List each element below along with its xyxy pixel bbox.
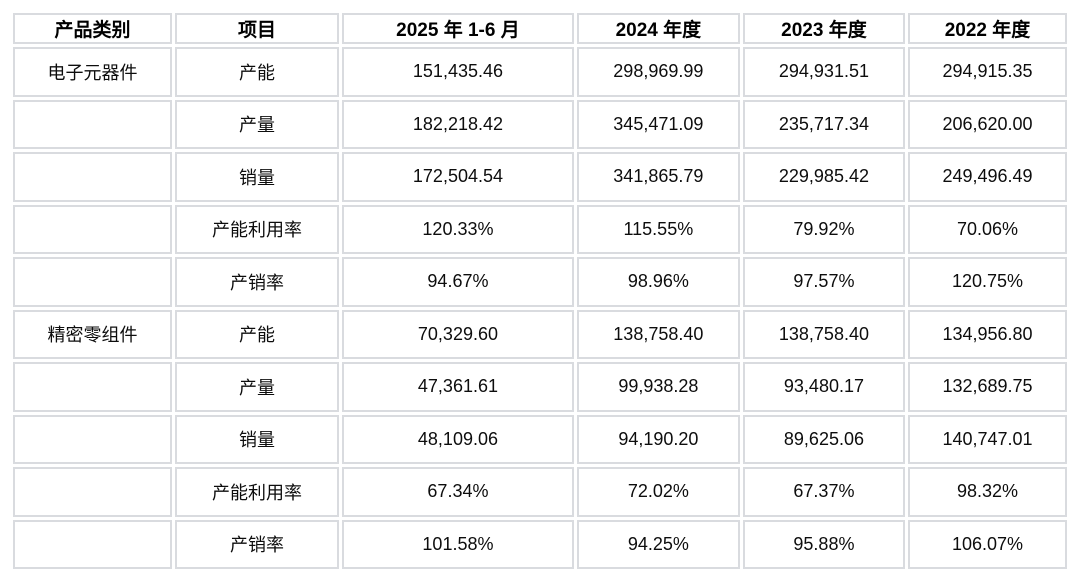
value-cell: 341,865.79 (576, 152, 740, 202)
value-cell: 138,758.40 (742, 309, 905, 359)
table-row: 销量 172,504.54 341,865.79 229,985.42 249,… (13, 152, 1067, 202)
category-cell: 电子元器件 (13, 47, 172, 97)
item-cell: 产能 (174, 309, 340, 359)
category-cell (13, 257, 172, 307)
value-cell: 94.25% (576, 519, 740, 569)
value-cell: 294,915.35 (907, 47, 1067, 97)
value-cell: 132,689.75 (907, 362, 1067, 412)
item-cell: 销量 (174, 414, 340, 464)
value-cell: 151,435.46 (342, 47, 574, 97)
value-cell: 235,717.34 (742, 99, 905, 149)
value-cell: 97.57% (742, 257, 905, 307)
value-cell: 249,496.49 (907, 152, 1067, 202)
item-cell: 产销率 (174, 519, 340, 569)
category-cell (13, 519, 172, 569)
header-cell-2023: 2023 年度 (742, 13, 905, 44)
header-cell-2022: 2022 年度 (907, 13, 1067, 44)
category-cell (13, 467, 172, 517)
header-row: 产品类别 项目 2025 年 1-6 月 2024 年度 2023 年度 202… (13, 13, 1067, 44)
value-cell: 298,969.99 (576, 47, 740, 97)
value-cell: 48,109.06 (342, 414, 574, 464)
table-row: 产量 47,361.61 99,938.28 93,480.17 132,689… (13, 362, 1067, 412)
value-cell: 294,931.51 (742, 47, 905, 97)
value-cell: 99,938.28 (576, 362, 740, 412)
value-cell: 95.88% (742, 519, 905, 569)
table-row: 电子元器件 产能 151,435.46 298,969.99 294,931.5… (13, 47, 1067, 97)
category-cell: 精密零组件 (13, 309, 172, 359)
item-cell: 产能 (174, 47, 340, 97)
item-cell: 产量 (174, 362, 340, 412)
value-cell: 67.34% (342, 467, 574, 517)
table-row: 产能利用率 67.34% 72.02% 67.37% 98.32% (13, 467, 1067, 517)
value-cell: 79.92% (742, 204, 905, 254)
value-cell: 67.37% (742, 467, 905, 517)
value-cell: 94.67% (342, 257, 574, 307)
table-row: 产量 182,218.42 345,471.09 235,717.34 206,… (13, 99, 1067, 149)
header-cell-item: 项目 (174, 13, 340, 44)
value-cell: 134,956.80 (907, 309, 1067, 359)
item-cell: 产销率 (174, 257, 340, 307)
value-cell: 94,190.20 (576, 414, 740, 464)
category-cell (13, 99, 172, 149)
value-cell: 89,625.06 (742, 414, 905, 464)
table-row: 产能利用率 120.33% 115.55% 79.92% 70.06% (13, 204, 1067, 254)
value-cell: 98.96% (576, 257, 740, 307)
table-row: 销量 48,109.06 94,190.20 89,625.06 140,747… (13, 414, 1067, 464)
value-cell: 98.32% (907, 467, 1067, 517)
value-cell: 172,504.54 (342, 152, 574, 202)
header-cell-2024: 2024 年度 (576, 13, 740, 44)
value-cell: 70.06% (907, 204, 1067, 254)
value-cell: 101.58% (342, 519, 574, 569)
value-cell: 120.75% (907, 257, 1067, 307)
value-cell: 206,620.00 (907, 99, 1067, 149)
category-cell (13, 152, 172, 202)
value-cell: 47,361.61 (342, 362, 574, 412)
value-cell: 140,747.01 (907, 414, 1067, 464)
value-cell: 229,985.42 (742, 152, 905, 202)
header-cell-2025h1: 2025 年 1-6 月 (342, 13, 574, 44)
value-cell: 93,480.17 (742, 362, 905, 412)
value-cell: 345,471.09 (576, 99, 740, 149)
value-cell: 106.07% (907, 519, 1067, 569)
category-cell (13, 414, 172, 464)
value-cell: 70,329.60 (342, 309, 574, 359)
item-cell: 产能利用率 (174, 204, 340, 254)
value-cell: 138,758.40 (576, 309, 740, 359)
header-cell-category: 产品类别 (13, 13, 172, 44)
table-row: 产销率 101.58% 94.25% 95.88% 106.07% (13, 519, 1067, 569)
table-row: 精密零组件 产能 70,329.60 138,758.40 138,758.40… (13, 309, 1067, 359)
production-capacity-table: 产品类别 项目 2025 年 1-6 月 2024 年度 2023 年度 202… (10, 10, 1070, 572)
item-cell: 销量 (174, 152, 340, 202)
category-cell (13, 362, 172, 412)
table-row: 产销率 94.67% 98.96% 97.57% 120.75% (13, 257, 1067, 307)
value-cell: 182,218.42 (342, 99, 574, 149)
value-cell: 115.55% (576, 204, 740, 254)
item-cell: 产能利用率 (174, 467, 340, 517)
item-cell: 产量 (174, 99, 340, 149)
value-cell: 120.33% (342, 204, 574, 254)
value-cell: 72.02% (576, 467, 740, 517)
category-cell (13, 204, 172, 254)
